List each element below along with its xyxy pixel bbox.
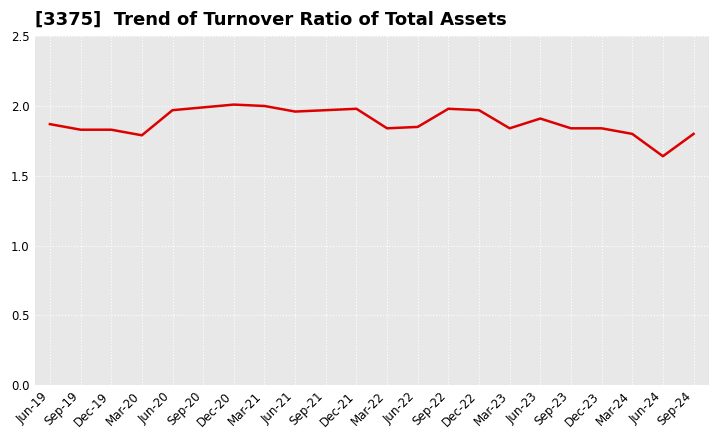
Text: [3375]  Trend of Turnover Ratio of Total Assets: [3375] Trend of Turnover Ratio of Total … (35, 11, 506, 29)
